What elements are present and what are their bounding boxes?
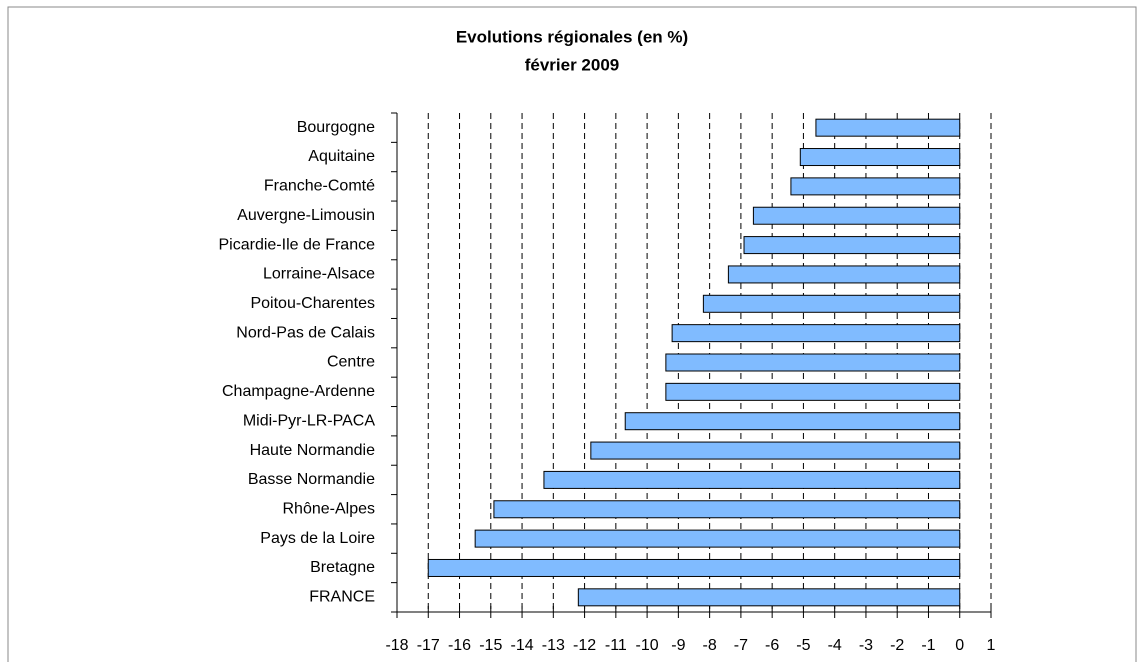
y-tick-label: Midi-Pyr-LR-PACA <box>243 412 375 429</box>
y-tick-label: Nord-Pas de Calais <box>236 324 375 341</box>
bar <box>427 558 961 577</box>
y-tick-label: Aquitaine <box>308 148 375 165</box>
x-tick-label: 0 <box>955 637 964 654</box>
x-tick-label: -11 <box>605 637 627 654</box>
y-tick-label: Basse Normandie <box>248 471 375 488</box>
bar <box>474 529 961 548</box>
bar <box>543 470 961 489</box>
y-tick-label: Lorraine-Alsace <box>263 266 375 283</box>
x-tick-label: -4 <box>828 637 842 654</box>
y-tick-label: Champagne-Ardenne <box>222 383 375 400</box>
bar <box>702 294 961 313</box>
y-tick-label: Bourgogne <box>297 119 375 136</box>
y-tick-label: Poitou-Charentes <box>250 295 375 312</box>
bar <box>577 588 961 607</box>
y-tick-label: Pays de la Loire <box>260 530 375 547</box>
bar <box>665 353 961 372</box>
y-tick-label: Rhône-Alpes <box>283 500 376 517</box>
bar <box>624 412 961 431</box>
bar <box>493 500 961 519</box>
bar <box>799 148 961 167</box>
bar <box>727 265 961 284</box>
x-tick-label: -18 <box>385 637 408 654</box>
x-tick-label: -14 <box>510 637 533 654</box>
y-tick-label: Picardie-Ile de France <box>218 236 375 253</box>
x-tick-label: -8 <box>703 637 717 654</box>
x-tick-label: 1 <box>987 637 996 654</box>
x-tick-label: -16 <box>448 637 471 654</box>
chart-title: Evolutions régionales (en %) <box>456 27 688 46</box>
chart-frame <box>7 6 1137 662</box>
x-tick-label: -9 <box>671 637 685 654</box>
x-tick-label: -1 <box>921 637 935 654</box>
y-tick-label: Haute Normandie <box>250 442 376 459</box>
y-tick-label: FRANCE <box>309 589 375 606</box>
x-tick-label: -2 <box>890 637 904 654</box>
bar <box>790 177 961 196</box>
x-tick-label: -10 <box>636 637 659 654</box>
bar <box>671 324 961 343</box>
x-tick-label: -13 <box>542 637 565 654</box>
bar <box>752 206 961 225</box>
y-tick-label: Auvergne-Limousin <box>237 207 375 224</box>
bar <box>815 118 961 137</box>
chart-subtitle: février 2009 <box>525 55 620 74</box>
y-tick-label: Bretagne <box>310 559 375 576</box>
x-tick-label: -3 <box>859 637 873 654</box>
x-tick-label: -6 <box>765 637 779 654</box>
y-tick-label: Centre <box>327 354 375 371</box>
x-tick-label: -5 <box>796 637 810 654</box>
y-tick-label: Franche-Comté <box>264 178 375 195</box>
x-tick-label: -15 <box>479 637 502 654</box>
x-tick-label: -17 <box>417 637 440 654</box>
x-tick-label: -7 <box>734 637 748 654</box>
bar <box>665 382 961 401</box>
x-tick-label: -12 <box>573 637 596 654</box>
bar <box>590 441 961 460</box>
bar <box>743 236 961 255</box>
